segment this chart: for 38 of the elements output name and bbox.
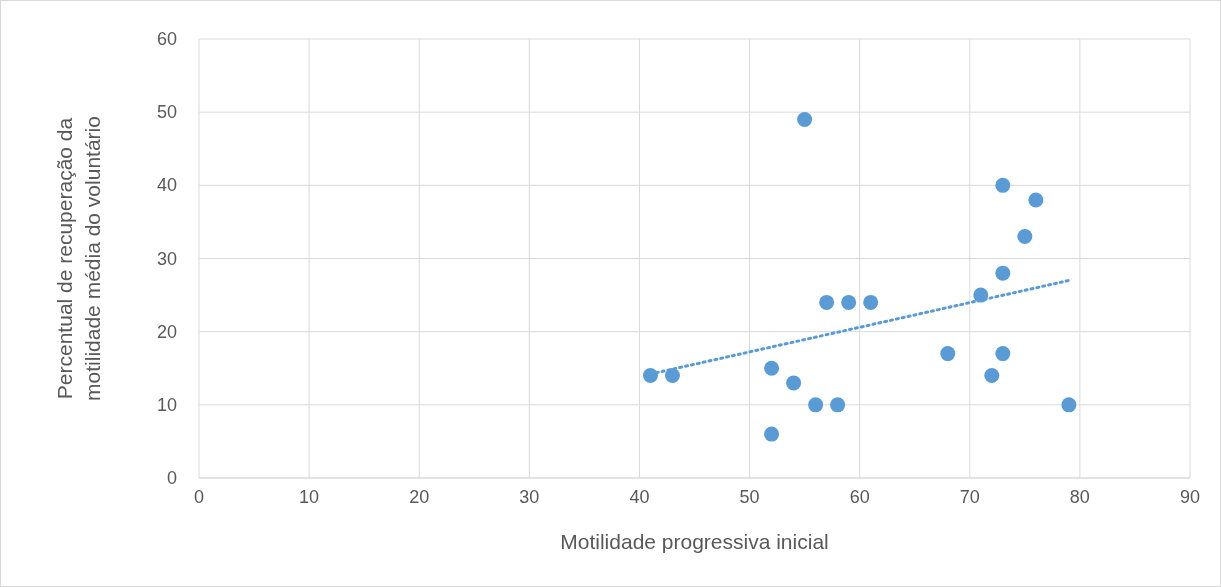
y-tick-label: 40 xyxy=(156,175,177,196)
point xyxy=(995,177,1011,193)
y-tick-label: 50 xyxy=(156,102,177,123)
x-tick-label: 30 xyxy=(519,487,540,507)
point xyxy=(786,375,802,391)
point xyxy=(764,426,780,442)
point xyxy=(764,360,780,376)
x-tick-label: 0 xyxy=(193,487,205,507)
point xyxy=(1017,229,1033,245)
point xyxy=(642,368,658,384)
y-axis-title: Percentual de recuperação da motilidade média do voluntário xyxy=(53,116,104,401)
x-tick-label: 90 xyxy=(1179,487,1201,507)
point xyxy=(1061,397,1077,413)
point xyxy=(819,294,835,310)
point xyxy=(830,397,846,413)
point xyxy=(1028,192,1044,208)
point xyxy=(984,368,1000,384)
y-tick-label: 10 xyxy=(156,394,177,415)
x-tick-label: 50 xyxy=(739,487,760,507)
point xyxy=(995,265,1011,281)
point xyxy=(940,346,956,362)
x-axis-title: Motilidade progressiva inicial xyxy=(560,530,829,553)
y-tick-label: 60 xyxy=(156,29,177,49)
point xyxy=(863,294,879,310)
y-tick-label: 30 xyxy=(156,248,177,269)
x-tick-label: 70 xyxy=(959,487,980,507)
point xyxy=(797,111,813,127)
y-tick-label: 0 xyxy=(166,468,177,488)
x-tick-label: 10 xyxy=(299,487,320,507)
point xyxy=(808,397,824,413)
point xyxy=(664,368,680,384)
x-tick-label: 40 xyxy=(629,487,650,507)
x-tick-label: 80 xyxy=(1069,487,1090,507)
y-tick-label: 20 xyxy=(156,321,177,342)
point xyxy=(995,346,1011,362)
point xyxy=(841,294,857,310)
x-tick-label: 60 xyxy=(849,487,870,507)
x-tick-label: 20 xyxy=(409,487,430,507)
